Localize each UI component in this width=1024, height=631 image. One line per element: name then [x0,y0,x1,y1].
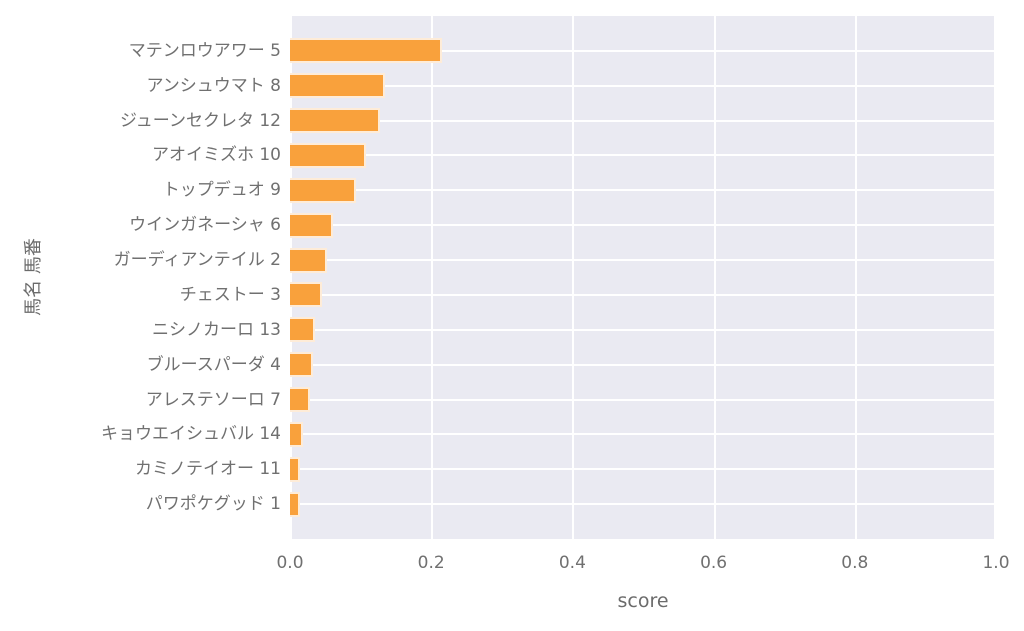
x-gridline [572,16,575,539]
y-gridline [290,363,996,366]
y-tick-label: キョウエイシュバル 14 [100,424,281,445]
x-gridline [431,16,434,539]
y-gridline [290,433,996,436]
x-gridline [854,16,857,539]
x-tick-label: 0.4 [558,553,586,573]
x-gridline [994,16,996,539]
y-gridline [290,49,996,52]
y-gridline [290,503,996,506]
x-gridline [290,16,292,539]
x-gridline [713,16,716,539]
y-gridline [290,154,996,157]
x-tick-label: 1.0 [982,553,1010,573]
x-tick-label: 0.8 [841,553,869,573]
y-tick-label: カミノテイオー 11 [134,459,281,480]
y-tick-label: トップデュオ 9 [162,180,281,201]
y-gridline [290,224,996,227]
bar-13 [290,456,300,482]
x-tick-label: 0.2 [417,553,445,573]
y-tick-label: マテンロウアワー 5 [128,40,281,61]
bar-10 [290,352,313,378]
y-gridline [290,84,996,87]
y-gridline [290,328,996,331]
bar-12 [290,421,304,447]
bar-3 [290,108,380,134]
y-gridline [290,189,996,192]
bar-2 [290,73,385,99]
y-gridline [290,119,996,122]
y-gridline [290,293,996,296]
bar-8 [290,282,322,308]
bar-9 [290,317,316,343]
y-tick-label: アレステソーロ 7 [145,389,281,410]
y-tick-label: チェストー 3 [179,284,281,305]
bar-14 [290,491,300,517]
y-tick-label: パワポケグッド 1 [145,494,281,515]
x-tick-label: 0.0 [276,553,304,573]
y-tick-label: ブルースパーダ 4 [146,354,281,375]
y-tick-label: ガーディアンテイル 2 [113,250,281,271]
y-gridline [290,398,996,401]
bar-4 [290,142,367,168]
bar-7 [290,247,327,273]
bar-5 [290,177,357,203]
bar-11 [290,387,311,413]
x-tick-label: 0.6 [700,553,728,573]
y-tick-label: ニシノカーロ 13 [151,319,281,340]
bar-1 [290,38,443,64]
plot-area [290,16,996,539]
y-tick-label: ウインガネーシャ 6 [129,215,281,236]
bar-6 [290,212,334,238]
x-axis-label: score [617,590,669,612]
y-gridline [290,259,996,262]
y-tick-label: アンシュウマト 8 [146,75,281,96]
y-gridline [290,468,996,471]
y-tick-label: アオイミズホ 10 [151,145,281,166]
y-tick-label: ジューンセクレタ 12 [120,110,281,131]
